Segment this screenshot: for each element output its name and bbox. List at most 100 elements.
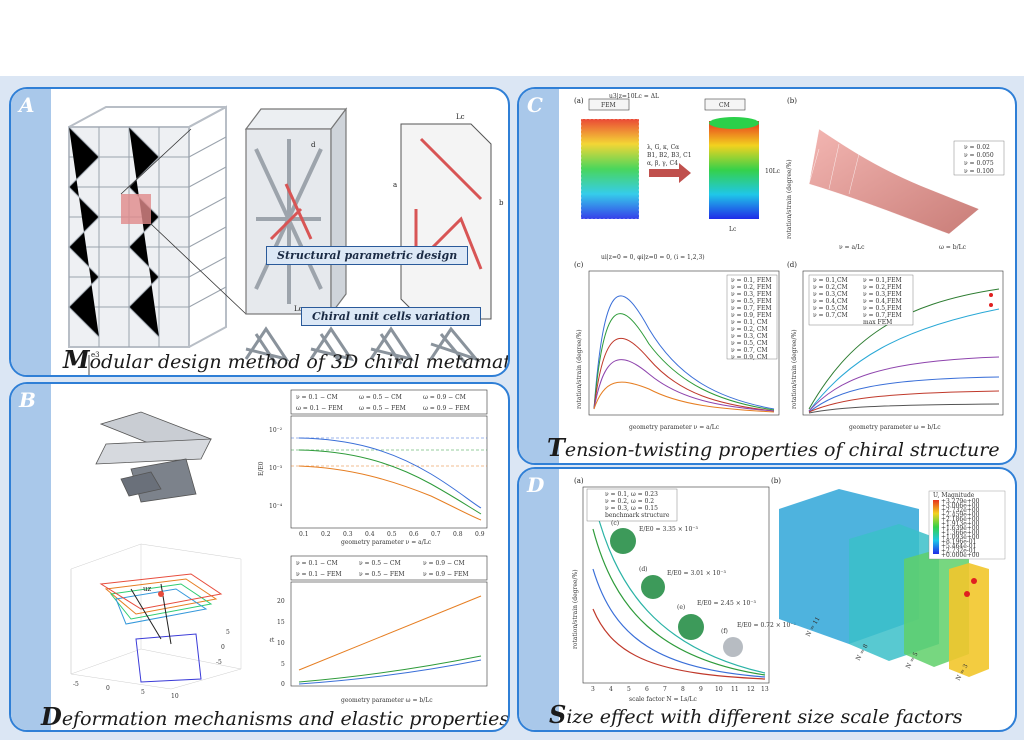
x-tick: 0.6 [409, 531, 419, 538]
legend-entry: ν = 0.1 − CM [296, 394, 338, 401]
inset-tag: (e) [677, 604, 685, 611]
legend-entry: ν = 0.5,CM [813, 305, 848, 312]
tick: 5 [141, 689, 145, 696]
x-tick: 8 [681, 686, 685, 693]
sublabel-a: (a) [574, 97, 584, 105]
tick: -5 [216, 659, 222, 666]
caption-text: odular design method of 3D chiral metama… [89, 351, 508, 373]
panel-strip [11, 89, 51, 375]
fem-label: FEM [601, 102, 616, 109]
y-label: ω = b/Lc [939, 244, 967, 251]
y-label: rotation/strain (degree/%) [576, 329, 583, 409]
legend-entry: ω = 0.1 − FEM [296, 405, 343, 412]
panel-d-caption: Size effect with different size scale fa… [549, 700, 963, 729]
caption-initial: D [41, 702, 62, 731]
y-label: E/E0 [258, 461, 265, 476]
legend-entry: ν = 0.1 − CM [296, 560, 338, 567]
axis-e3-label: e3 [91, 351, 100, 359]
caption-initial: T [547, 433, 565, 462]
panel-c-caption: Tension-twisting properties of chiral st… [547, 433, 1000, 462]
tick: 0 [106, 685, 110, 692]
x-tick: 7 [663, 686, 667, 693]
panel-strip [519, 469, 559, 730]
inset-structures [610, 528, 743, 657]
x-tick: 0.1 [299, 531, 309, 538]
x-tick: 5 [627, 686, 631, 693]
legend-entry: ν = 0.9 − CM [423, 560, 465, 567]
legend-entry: ω = 0.9 − CM [423, 394, 466, 401]
y-tick: 10⁻³ [269, 465, 283, 472]
height-label: 10Lc [765, 168, 781, 175]
y-tick: 0 [281, 681, 285, 688]
legend-entry: ν = 0.1,CM [813, 277, 848, 284]
colorbar-value: +2.732e-01 [941, 548, 976, 555]
y-tick: 10⁻² [269, 427, 283, 434]
legend-entry: ν = 0.100 [964, 168, 994, 175]
y-label: rotation/strain (degree/%) [791, 329, 798, 409]
param-line: λ, G, κ, Cα [647, 144, 679, 151]
y-label: rotation/strain (degree/%) [572, 569, 579, 649]
legend-entry: ν = 0.9, CM [731, 354, 768, 361]
inset-tag: (f) [721, 628, 728, 635]
sublabel-b: (b) [787, 97, 797, 105]
inset-tag: (c) [611, 520, 619, 527]
x-tick: 12 [747, 686, 755, 693]
cm-label: CM [719, 102, 730, 109]
colorbar-value: +1.366e+00 [941, 530, 980, 537]
legend-entry: ν = 0.1,FEM [863, 277, 902, 284]
legend-entry: ν = 0.2, ω = 0.2 [605, 498, 654, 505]
label-unit-cell-variation: Chiral unit cells variation [301, 307, 482, 326]
legend-entry: ω = 0.5 − CM [359, 394, 402, 401]
inset-tag: (d) [639, 566, 648, 573]
dim-lc-label-detail: Lc [456, 113, 465, 121]
u-label: uz [143, 585, 152, 593]
caption-initial: M [63, 345, 90, 374]
x-ticks: 0.1 0.2 0.3 0.4 0.5 0.6 0.7 0.8 0.9 [299, 531, 485, 538]
legend-entry: ν = 0.1, FEM [731, 277, 772, 284]
x-tick: 9 [699, 686, 703, 693]
x-tick: 4 [609, 686, 613, 693]
param-line: α, β, γ, C4 [647, 160, 678, 167]
load-point [158, 591, 164, 597]
panel-a: A [9, 87, 510, 377]
panel-letter: C [527, 93, 543, 117]
x-label: geometry parameter ω = b/Lc [341, 697, 433, 704]
lattice-blocks [779, 489, 989, 677]
inset-value: E/E0 = 3.01 × 10⁻³ [667, 570, 726, 577]
colorbar-value: +2.186e+00 [941, 516, 980, 523]
inset-value: E/E0 = 3.35 × 10⁻³ [639, 526, 698, 533]
panel-strip [11, 384, 51, 730]
dim-d-label: d [311, 141, 316, 149]
y-tick: 10 [277, 640, 285, 647]
x-tick: 0.3 [343, 531, 353, 538]
sublabel-c: (c) [574, 261, 584, 269]
dim-lc-label: Lc [294, 305, 303, 313]
sublabel-a: (a) [574, 477, 584, 485]
legend-entry: ν = 0.2, FEM [731, 284, 772, 291]
legend-entry: ν = 0.3, CM [731, 333, 768, 340]
caption-text: ize effect with different size scale fac… [566, 706, 963, 728]
y-tick: 20 [277, 598, 285, 605]
colorbar-value: +1.093e+00 [941, 534, 980, 541]
x-tick: 13 [761, 686, 769, 693]
inset-value: E/E0 = 2.45 × 10⁻³ [697, 600, 756, 607]
caption-initial: S [549, 700, 567, 729]
colorbar-value: +2.459e+00 [941, 512, 980, 519]
x-tick: 0.9 [475, 531, 485, 538]
width-label: Lc [729, 226, 737, 233]
x-label: geometry parameter ω = b/Lc [849, 424, 941, 431]
tension-twisting-figure: (a) FEM CM u3|z=10Lc = ΔL ui|z=0 = 0, φi… [574, 93, 1005, 431]
x-label: scale factor N = Ls/Lc [629, 696, 698, 703]
colorbar-value: +1.913e+00 [941, 521, 980, 528]
bc-top: u3|z=10Lc = ΔL [609, 93, 659, 100]
legend-entry: ν = 0.4,FEM [863, 298, 902, 305]
legend-entry: ν = 0.5 − CM [359, 560, 401, 567]
caption-text: eformation mechanisms and elastic proper… [61, 708, 510, 730]
legend-entry: ν = 0.5, FEM [731, 298, 772, 305]
legend-entry: ν = 0.7, FEM [731, 305, 772, 312]
label-structural-design: Structural parametric design [266, 246, 469, 265]
panel-b-caption: Deformation mechanisms and elastic prope… [41, 702, 510, 731]
x-tick: 0.2 [321, 531, 331, 538]
legend-entry: ν = 0.7, CM [731, 347, 768, 354]
x-tick: 0.5 [387, 531, 397, 538]
